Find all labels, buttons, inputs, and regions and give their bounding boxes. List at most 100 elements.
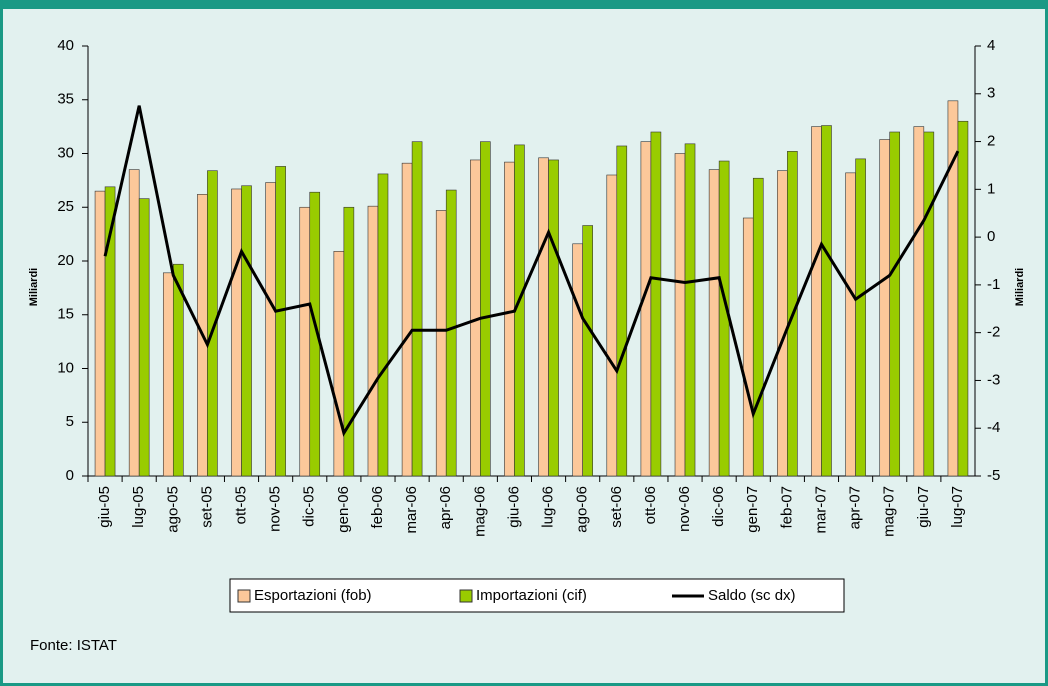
bar <box>445 189 457 477</box>
bar <box>104 186 116 477</box>
source: Fonte: ISTAT <box>30 637 117 654</box>
x-tick-label: ott-05 <box>232 486 249 524</box>
y-tick-label: 5 <box>66 413 74 430</box>
y2-tick-label: 0 <box>987 228 995 245</box>
y2-tick-label: -5 <box>987 467 1000 484</box>
bar <box>548 159 559 477</box>
bar <box>742 217 754 477</box>
x-tick-label: apr-07 <box>847 486 864 529</box>
y2-tick-label: 4 <box>987 37 995 54</box>
bar <box>172 263 184 477</box>
bar <box>538 157 549 477</box>
bar <box>162 272 174 477</box>
bar <box>572 243 583 477</box>
y-tick-label: 15 <box>57 306 74 323</box>
x-tick-label: dic-06 <box>710 486 727 527</box>
legend-label: Saldo (sc dx) <box>708 587 796 604</box>
y2-tick-label: 1 <box>987 180 995 197</box>
bar <box>94 190 106 477</box>
x-tick-label: mag-07 <box>881 486 898 537</box>
bar <box>480 141 491 477</box>
y2-axis-title: Miliardi <box>1014 268 1026 307</box>
bar <box>377 173 389 477</box>
y-tick-label: 30 <box>57 144 74 161</box>
bar <box>640 141 652 477</box>
x-tick-label: set-05 <box>198 486 215 528</box>
x-tick-label: lug-05 <box>130 486 147 528</box>
y2-tick-label: -2 <box>987 324 1000 341</box>
x-tick-label: feb-07 <box>778 486 795 529</box>
x-tick-label: nov-05 <box>267 486 284 532</box>
y-axis-title: Miliardi <box>28 268 40 307</box>
legend <box>229 578 845 613</box>
x-tick-label: ago-05 <box>164 486 181 533</box>
x-tick-label: mar-07 <box>812 486 829 534</box>
x-tick-label: giu-05 <box>96 486 113 528</box>
bar <box>845 172 856 477</box>
bar <box>265 182 276 477</box>
bar <box>241 185 252 477</box>
bar <box>811 126 822 477</box>
y-tick-label: 40 <box>57 37 74 54</box>
x-tick-label: giu-07 <box>915 486 932 528</box>
y-tick-label: 0 <box>66 467 74 484</box>
x-tick-label: lug-07 <box>949 486 966 528</box>
bar <box>752 177 764 477</box>
bar <box>879 139 891 477</box>
bar <box>138 198 150 477</box>
bar <box>128 169 140 477</box>
bar <box>333 251 345 477</box>
bar <box>343 206 355 477</box>
x-tick-label: giu-06 <box>505 486 522 528</box>
bar <box>684 143 696 477</box>
y2-tick-label: -4 <box>987 419 1000 436</box>
bar <box>923 131 935 477</box>
bar <box>207 170 218 477</box>
x-tick-label: ago-06 <box>574 486 591 533</box>
legend-swatch <box>459 589 473 603</box>
y-tick-label: 35 <box>57 91 74 108</box>
bar <box>231 188 242 477</box>
bar <box>275 166 286 477</box>
bar <box>411 141 423 477</box>
bar <box>650 131 662 477</box>
x-tick-label: feb-06 <box>369 486 386 529</box>
x-tick-label: apr-06 <box>437 486 454 529</box>
legend-label: Esportazioni (fob) <box>254 587 372 604</box>
bar <box>889 131 901 477</box>
bar <box>582 225 593 477</box>
x-tick-label: dic-05 <box>301 486 318 527</box>
x-tick-label: ott-06 <box>642 486 659 524</box>
legend-swatch <box>237 589 251 603</box>
bar <box>913 126 925 477</box>
bar <box>616 145 628 477</box>
bar <box>777 170 788 477</box>
x-tick-label: lug-06 <box>540 486 557 528</box>
bar <box>299 206 311 477</box>
bar <box>957 120 969 477</box>
x-tick-label: gen-07 <box>744 486 761 533</box>
y2-tick-label: 3 <box>987 85 995 102</box>
y-tick-label: 25 <box>57 198 74 215</box>
bar <box>855 158 866 477</box>
x-tick-label: mar-06 <box>403 486 420 534</box>
line <box>103 105 960 437</box>
bar <box>401 162 413 477</box>
bar <box>708 169 720 477</box>
bar <box>718 160 730 477</box>
bar <box>504 161 515 477</box>
legend-label: Importazioni (cif) <box>476 587 587 604</box>
y-tick-label: 20 <box>57 252 74 269</box>
bar <box>674 153 686 477</box>
bar <box>367 205 379 477</box>
y-tick-label: 10 <box>57 359 74 376</box>
bar <box>606 174 618 477</box>
y2-tick-label: -1 <box>987 276 1000 293</box>
x-tick-label: gen-06 <box>335 486 352 533</box>
x-tick-label: nov-06 <box>676 486 693 532</box>
bar <box>435 210 447 477</box>
y2-tick-label: 2 <box>987 133 995 150</box>
bar <box>821 125 832 477</box>
